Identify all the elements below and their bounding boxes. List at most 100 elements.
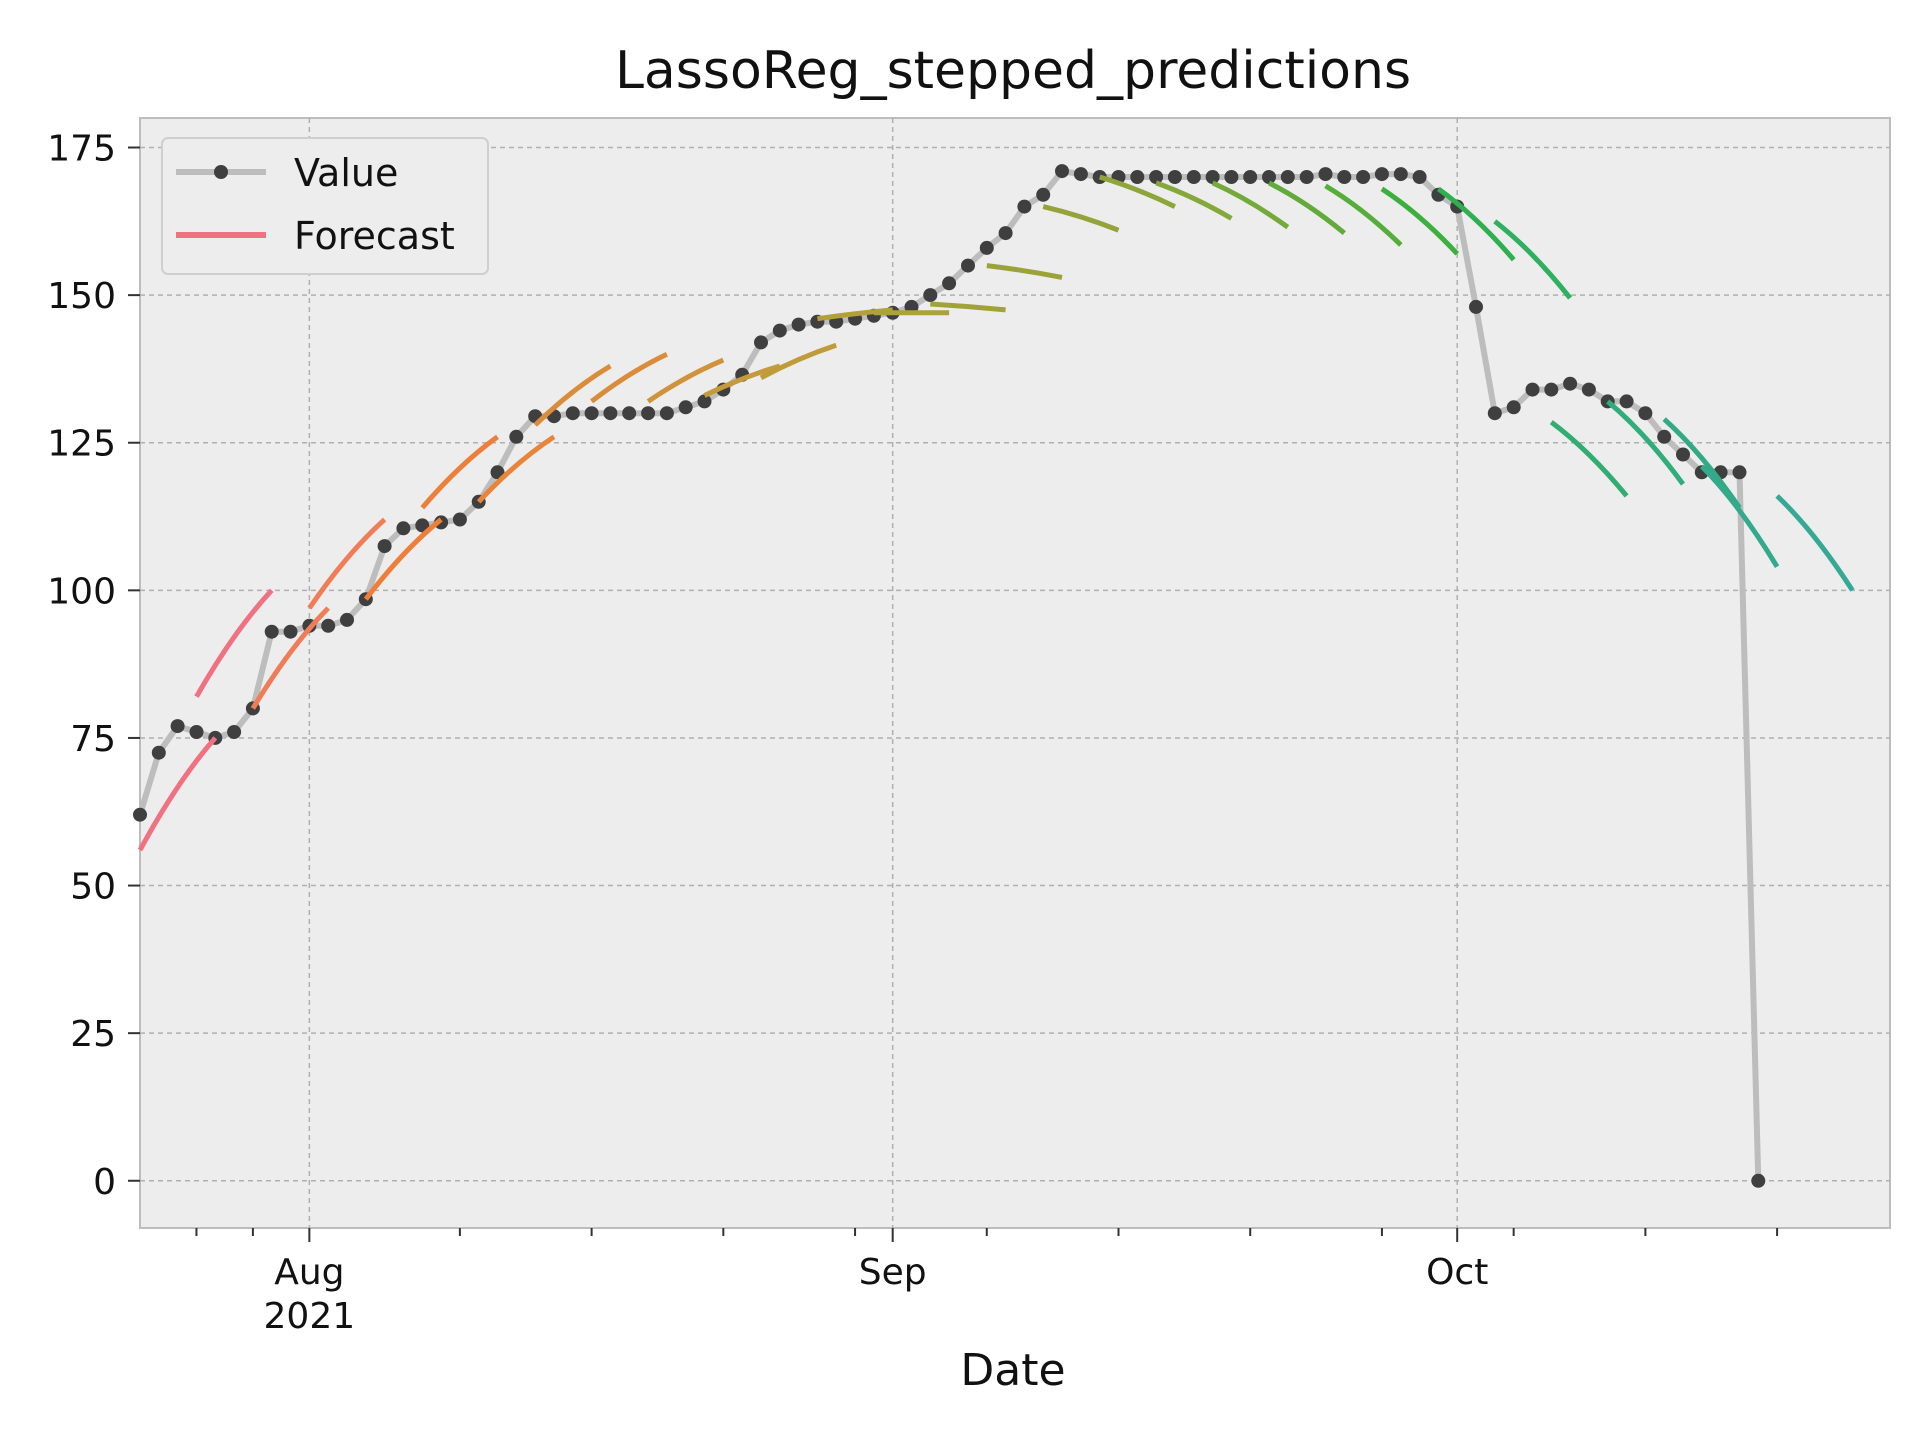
value-point [1657, 429, 1672, 444]
value-point [565, 406, 580, 421]
forecast-segment [1700, 464, 1780, 568]
value-point [1073, 167, 1088, 182]
value-point [772, 323, 787, 338]
value-point [151, 745, 166, 760]
forecast-segment [307, 517, 387, 610]
value-point [998, 226, 1013, 241]
forecast-segment [646, 357, 725, 404]
value-point [1243, 170, 1258, 184]
legend: Value Forecast [161, 137, 489, 275]
x-tick-label: Oct [1426, 1252, 1488, 1293]
value-point [490, 465, 505, 480]
legend-forecast-label: Forecast [294, 214, 455, 258]
y-tick-label: 0 [93, 1162, 116, 1203]
value-point [622, 406, 637, 421]
forecast-segment [1211, 180, 1290, 230]
forecast-segment [1436, 186, 1516, 262]
value-point [697, 394, 712, 409]
value-point [1581, 382, 1596, 397]
value-point [961, 258, 975, 273]
forecast-segment [363, 517, 443, 601]
forecast-segment [703, 363, 781, 398]
forecast-segment [1380, 186, 1460, 256]
value-point [1017, 199, 1032, 214]
value-point [1544, 382, 1559, 397]
value-point [377, 539, 392, 554]
value-point [603, 406, 618, 421]
forecast-segment [137, 736, 218, 852]
forecast-segment [533, 363, 612, 427]
value-point [1130, 170, 1145, 184]
value-point [791, 317, 806, 332]
value-point [1318, 167, 1333, 182]
value-point [340, 612, 354, 627]
forecast-segment [1606, 399, 1686, 486]
y-tick-label: 75 [70, 719, 116, 760]
value-point [1751, 1173, 1766, 1188]
value-point [1412, 170, 1427, 184]
chart-title: LassoReg_stepped_predictions [615, 41, 1411, 101]
forecast-segment [194, 588, 274, 698]
value-point [396, 521, 411, 536]
value-point [264, 624, 279, 639]
value-point [170, 719, 185, 734]
value-point [509, 429, 524, 444]
legend-value-label: Value [294, 151, 398, 195]
value-point [942, 276, 957, 291]
value-point [1732, 465, 1747, 480]
value-point [1469, 299, 1483, 314]
forecast-segment [1155, 180, 1233, 221]
value-point [678, 400, 693, 415]
value-point [1337, 170, 1352, 184]
value-point [1167, 170, 1182, 184]
forecast-segment [420, 434, 499, 510]
value-point [1262, 170, 1276, 184]
value-point [1036, 187, 1051, 202]
value-point [923, 288, 938, 303]
forecast-segment [1775, 494, 1855, 592]
x-tick-sublabel: 2021 [264, 1296, 356, 1337]
value-point [189, 725, 204, 739]
forecast-segment [759, 342, 837, 381]
value-point [641, 406, 656, 421]
value-point [1186, 170, 1201, 184]
value-point [1205, 170, 1220, 184]
value-point [133, 807, 147, 822]
value-point [1055, 164, 1069, 179]
forecast-segment [250, 606, 330, 710]
forecast-segment [986, 263, 1063, 280]
y-tick-label: 25 [70, 1014, 116, 1055]
forecast-segment [1324, 183, 1403, 247]
forecast-segment [476, 434, 556, 504]
forecast-segment [1098, 174, 1176, 209]
value-point [754, 335, 768, 350]
forecast-segment [1042, 204, 1120, 233]
value-point [452, 512, 467, 527]
y-tick-label: 150 [47, 276, 116, 317]
value-point [1299, 170, 1314, 184]
value-point [1487, 406, 1502, 421]
legend-value-marker [214, 165, 228, 179]
forecast-series [137, 174, 1855, 852]
value-point [1525, 382, 1540, 397]
x-tick-label: Aug [274, 1252, 344, 1293]
value-point [227, 725, 242, 739]
grid [140, 118, 1890, 1228]
value-point [584, 406, 599, 421]
value-point [1676, 447, 1690, 462]
forecast-segment [590, 351, 668, 404]
value-point [1506, 400, 1521, 415]
value-point [1619, 394, 1634, 409]
forecast-segment [930, 301, 1006, 313]
x-tick-label: Sep [859, 1252, 927, 1293]
forecast-segment [1267, 180, 1346, 236]
y-tick-label: 50 [70, 867, 116, 908]
value-point [1280, 170, 1295, 184]
value-point [1638, 406, 1653, 421]
y-tick-label: 175 [47, 129, 116, 170]
value-point [1374, 167, 1389, 182]
value-point [283, 624, 298, 639]
value-point [415, 518, 430, 533]
